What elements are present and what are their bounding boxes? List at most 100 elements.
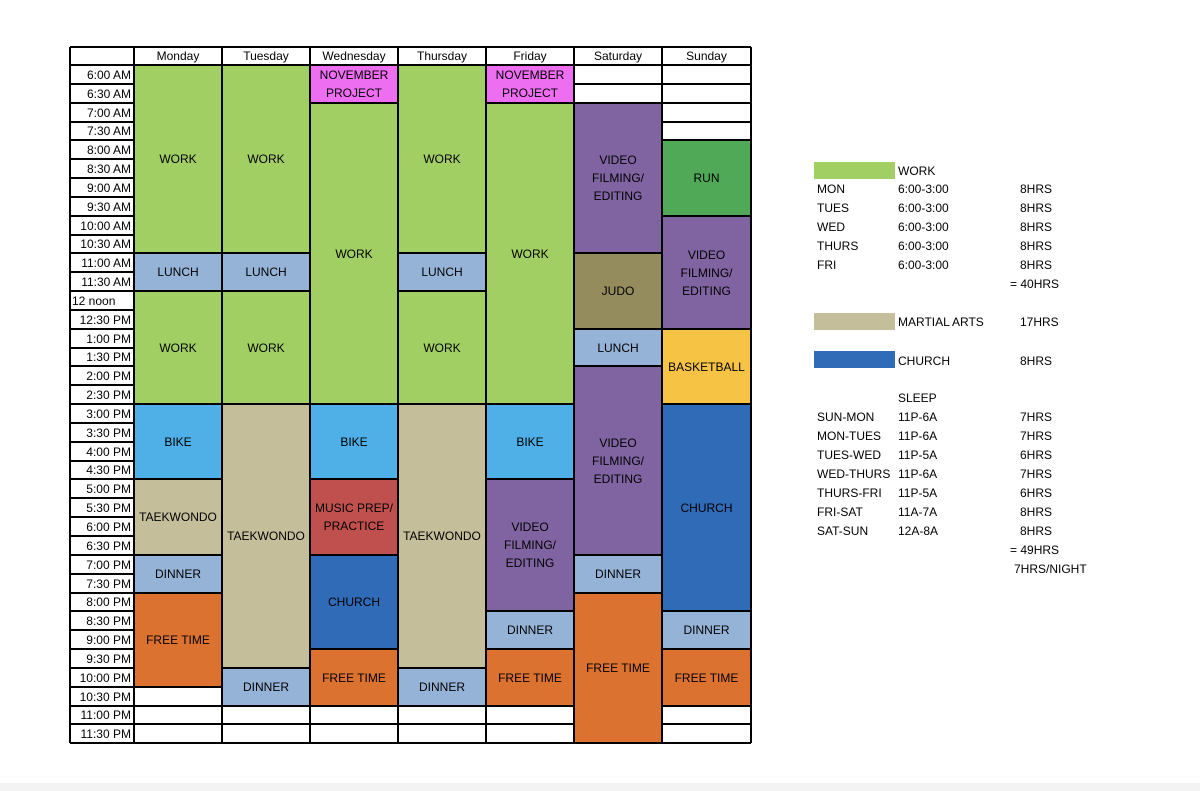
legend-sleep-time: 12A-8A bbox=[898, 524, 939, 538]
legend-sleep-hrs: 7HRS bbox=[1020, 410, 1053, 424]
schedule-block-label: WORK bbox=[423, 340, 461, 355]
legend-work-time: 6:00-3:00 bbox=[898, 239, 949, 253]
time-label: 9:30 PM bbox=[86, 651, 131, 666]
legend-sleep-time: 11P-5A bbox=[898, 448, 938, 462]
time-label: 6:00 AM bbox=[86, 67, 131, 82]
time-label: 3:30 PM bbox=[86, 425, 131, 440]
time-label: 8:00 AM bbox=[86, 142, 131, 157]
legend-sleep-time: 11A-7A bbox=[898, 505, 938, 519]
schedule-block-label: FREE TIME bbox=[146, 633, 210, 647]
legend-church-swatch bbox=[814, 351, 895, 368]
legend-martial-arts-swatch bbox=[814, 313, 895, 330]
legend-work-day: WED bbox=[817, 220, 845, 234]
schedule-block-lunch: LUNCH bbox=[397, 252, 487, 292]
schedule-block-label: NOVEMBER PROJECT bbox=[495, 68, 565, 100]
schedule-block-free-time: FREE TIME bbox=[133, 592, 223, 688]
legend-martial-arts-title: MARTIAL ARTS bbox=[898, 315, 984, 329]
schedule-block-label: FREE TIME bbox=[498, 670, 562, 685]
time-label: 5:00 PM bbox=[86, 481, 131, 496]
time-label: 7:30 AM bbox=[86, 124, 131, 138]
time-label: 9:00 AM bbox=[86, 180, 131, 195]
schedule-block-free-time: FREE TIME bbox=[485, 648, 575, 707]
schedule-block-label: FREE TIME bbox=[322, 670, 386, 685]
legend-sleep-hrs: 6HRS bbox=[1020, 486, 1053, 500]
schedule-block-work: WORK bbox=[133, 290, 223, 405]
schedule-block-work: WORK bbox=[133, 64, 223, 254]
legend-sleep-day: FRI-SAT bbox=[817, 505, 863, 519]
legend-work-hrs: 8HRS bbox=[1020, 258, 1053, 272]
legend-work-title: WORK bbox=[898, 164, 936, 178]
schedule-block-taekwondo: TAEKWONDO bbox=[397, 403, 487, 669]
legend-work-time: 6:00-3:00 bbox=[898, 182, 949, 196]
day-header-saturday: Saturday bbox=[593, 49, 643, 63]
schedule-block-dinner: DINNER bbox=[573, 554, 663, 594]
schedule-block-dinner: DINNER bbox=[397, 667, 487, 707]
schedule-block-bike: BIKE bbox=[309, 403, 399, 480]
schedule-block-label: BIKE bbox=[164, 434, 192, 449]
time-label: 9:00 PM bbox=[86, 632, 131, 647]
schedule-block-label: LUNCH bbox=[157, 265, 199, 279]
schedule-block-label: JUDO bbox=[601, 284, 635, 298]
schedule-block-november-project: NOVEMBER PROJECT bbox=[309, 64, 399, 104]
legend-work-day: TUES bbox=[817, 201, 850, 215]
schedule-block-label: LUNCH bbox=[245, 265, 287, 279]
schedule-block-label: VIDEO FILMING/EDITING bbox=[680, 247, 733, 298]
legend-sleep-hrs: 8HRS bbox=[1020, 505, 1053, 519]
legend-sleep-total: = 49HRS bbox=[1010, 543, 1060, 557]
legend-sleep-day: SAT-SUN bbox=[817, 524, 869, 538]
time-label: 7:00 PM bbox=[86, 557, 131, 572]
schedule-block-label: FREE TIME bbox=[674, 670, 739, 685]
time-label: 1:30 PM bbox=[86, 350, 131, 364]
time-label: 9:30 AM bbox=[86, 199, 131, 214]
schedule-block-label: TAEKWONDO bbox=[139, 510, 217, 524]
day-header-friday: Friday bbox=[513, 49, 547, 63]
schedule-block-label: RUN bbox=[693, 171, 720, 185]
legend-sleep-title: SLEEP bbox=[898, 391, 937, 405]
schedule-block-label: DINNER bbox=[154, 567, 201, 581]
time-label: 5:30 PM bbox=[86, 500, 131, 515]
schedule-block-video-filming-editing: VIDEO FILMING/EDITING bbox=[573, 102, 663, 254]
time-label: 10:00 PM bbox=[79, 670, 131, 685]
schedule-block-label: DINNER bbox=[418, 680, 465, 694]
schedule-block-work: WORK bbox=[397, 64, 487, 254]
legend-work-time: 6:00-3:00 bbox=[898, 220, 949, 234]
schedule-block-label: CHURCH bbox=[328, 595, 380, 609]
schedule-block-work: WORK bbox=[397, 290, 487, 405]
legend-work-day: THURS bbox=[817, 239, 859, 253]
legend-sleep-hrs: 6HRS bbox=[1020, 448, 1053, 462]
legend-sleep-time: 11P-6A bbox=[898, 410, 938, 424]
schedule-block-label: LUNCH bbox=[421, 265, 463, 279]
schedule-block-label: VIDEO FILMING/EDITING bbox=[591, 153, 644, 203]
legend-sleep-day: SUN-MON bbox=[817, 410, 875, 424]
time-label: 12 noon bbox=[72, 293, 116, 308]
time-label: 12:30 PM bbox=[79, 312, 131, 327]
time-label: 8:00 PM bbox=[86, 595, 131, 609]
time-label: 11:30 AM bbox=[81, 274, 131, 289]
schedule-block-free-time: FREE TIME bbox=[573, 592, 663, 744]
schedule-block-lunch: LUNCH bbox=[573, 328, 663, 367]
schedule-block-video-filming-editing: VIDEO FILMING/EDITING bbox=[485, 478, 575, 612]
time-label: 7:00 AM bbox=[86, 105, 131, 120]
day-header-tuesday: Tuesday bbox=[243, 49, 289, 63]
schedule-block-dinner: DINNER bbox=[221, 667, 311, 707]
schedule-block-label: WORK bbox=[247, 152, 285, 166]
time-label: 6:30 PM bbox=[86, 538, 131, 553]
schedule-block-label: BIKE bbox=[516, 434, 544, 449]
legend-work-day: MON bbox=[817, 182, 845, 196]
schedule-block-label: WORK bbox=[159, 340, 197, 355]
schedule-block-free-time: FREE TIME bbox=[661, 648, 752, 707]
time-label: 1:00 PM bbox=[86, 331, 131, 346]
schedule-block-label: DINNER bbox=[506, 623, 553, 637]
time-label: 7:30 PM bbox=[86, 576, 131, 591]
schedule-block-label: MUSIC PREP/PRACTICE bbox=[314, 501, 393, 533]
schedule-block-lunch: LUNCH bbox=[221, 252, 311, 292]
schedule-block-taekwondo: TAEKWONDO bbox=[133, 478, 223, 556]
time-label: 11:30 PM bbox=[80, 726, 131, 741]
legend-sleep-hrs: 8HRS bbox=[1020, 524, 1053, 538]
legend-work-hrs: 8HRS bbox=[1020, 239, 1053, 253]
schedule-block-dinner: DINNER bbox=[485, 610, 575, 650]
legend-sleep-day: WED-THURS bbox=[817, 467, 891, 481]
schedule-block-label: TAEKWONDO bbox=[403, 529, 481, 543]
schedule-block-label: TAEKWONDO bbox=[227, 529, 305, 543]
schedule-block-music-prep-practice: MUSIC PREP/PRACTICE bbox=[309, 478, 399, 556]
